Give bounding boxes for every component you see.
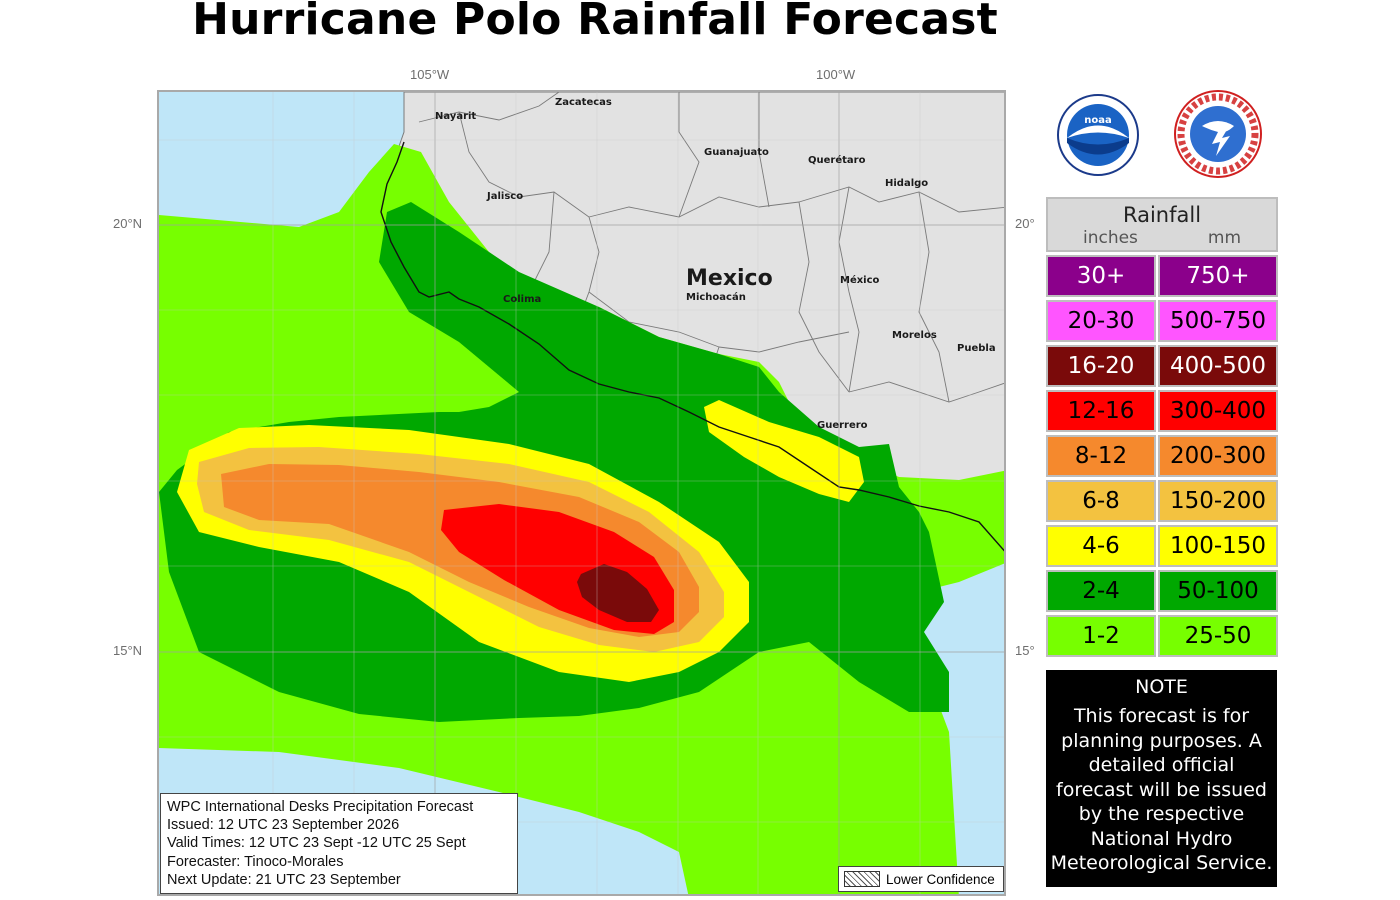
note-box: NOTE This forecast is for planning purpo…	[1046, 670, 1277, 887]
page-title: Hurricane Polo Rainfall Forecast	[192, 0, 998, 45]
legend-mm-cell: 100-150	[1158, 525, 1278, 567]
info-line-next-update: Next Update: 21 UTC 23 September	[167, 871, 401, 888]
info-line-forecaster: Forecaster: Tinoco-Morales	[167, 853, 344, 870]
forecast-info-box: WPC International Desks Precipitation Fo…	[160, 793, 518, 894]
nws-logo	[1174, 90, 1262, 178]
legend-inches-cell: 30+	[1046, 255, 1156, 297]
legend-inches-cell: 12-16	[1046, 390, 1156, 432]
rainfall-map	[157, 90, 1006, 896]
legend-unit-mm: mm	[1207, 228, 1242, 248]
legend-mm-cell: 50-100	[1158, 570, 1278, 612]
lower-confidence-label: Lower Confidence	[886, 871, 995, 887]
label-guerrero: Guerrero	[817, 420, 868, 431]
label-michoacan: Michoacán	[686, 292, 746, 303]
rainfall-legend: Rainfall inches mm 30+ 750+ 20-30 500-750 16…	[1046, 197, 1278, 657]
lat-label-20n-left: 20°N	[113, 216, 143, 231]
lat-label-15n-left: 15°N	[113, 643, 143, 658]
label-jalisco: Jalisco	[487, 191, 524, 202]
legend-inches-cell: 2-4	[1046, 570, 1156, 612]
note-body: This forecast is for planning purposes. …	[1050, 705, 1273, 874]
label-puebla: Puebla	[957, 343, 996, 354]
legend-mm-cell: 300-400	[1158, 390, 1278, 432]
legend-inches-cell: 1-2	[1046, 615, 1156, 657]
label-guanajuato: Guanajuato	[704, 147, 769, 158]
legend-unit-inches: inches	[1082, 228, 1138, 248]
note-heading: NOTE	[1135, 676, 1188, 698]
legend-inches-cell: 20-30	[1046, 300, 1156, 342]
label-colima: Colima	[503, 294, 542, 305]
label-nayarit: Nayarit	[435, 111, 477, 122]
label-queretaro: Querétaro	[808, 155, 866, 166]
legend-inches-cell: 4-6	[1046, 525, 1156, 567]
label-hidalgo: Hidalgo	[885, 178, 929, 189]
legend-row: 4-6 100-150	[1046, 525, 1278, 567]
legend-row: 12-16 300-400	[1046, 390, 1278, 432]
lon-label-100w: 100°W	[816, 67, 856, 82]
legend-row: 30+ 750+	[1046, 255, 1278, 297]
legend-mm-cell: 750+	[1158, 255, 1278, 297]
lon-label-105w: 105°W	[410, 67, 450, 82]
legend-row: 8-12 200-300	[1046, 435, 1278, 477]
legend-inches-cell: 6-8	[1046, 480, 1156, 522]
legend-mm-cell: 200-300	[1158, 435, 1278, 477]
info-line-title: WPC International Desks Precipitation Fo…	[167, 799, 474, 815]
legend-mm-cell: 150-200	[1158, 480, 1278, 522]
state-borders	[418, 92, 1004, 428]
legend-title: Rainfall	[1122, 203, 1202, 227]
legend-row: 20-30 500-750	[1046, 300, 1278, 342]
label-morelos: Morelos	[892, 330, 937, 341]
legend-mm-cell: 400-500	[1158, 345, 1278, 387]
label-mexico-country: Mexico	[686, 266, 773, 291]
info-line-issued: Issued: 12 UTC 23 September 2026	[167, 817, 400, 834]
info-line-valid: Valid Times: 12 UTC 23 Sept -12 UTC 25 S…	[167, 835, 466, 852]
graticule-minor	[159, 92, 1004, 894]
legend-row: 16-20 400-500	[1046, 345, 1278, 387]
legend-row: 6-8 150-200	[1046, 480, 1278, 522]
legend-row: 2-4 50-100	[1046, 570, 1278, 612]
noaa-logo: noaa	[1057, 94, 1139, 176]
lat-label-20n-right: 20°	[1015, 216, 1035, 231]
legend-row: 1-2 25-50	[1046, 615, 1278, 657]
label-mexico-state: México	[840, 275, 880, 286]
rain-zone-16-20	[577, 564, 659, 622]
lat-label-15n-right: 15°	[1015, 643, 1035, 658]
legend-header: Rainfall inches mm	[1046, 197, 1278, 252]
hatch-swatch	[844, 871, 880, 887]
legend-mm-cell: 25-50	[1158, 615, 1278, 657]
svg-text:noaa: noaa	[1084, 115, 1112, 126]
legend-inches-cell: 16-20	[1046, 345, 1156, 387]
legend-mm-cell: 500-750	[1158, 300, 1278, 342]
map-svg	[159, 92, 1004, 894]
coastline	[380, 141, 1004, 552]
legend-inches-cell: 8-12	[1046, 435, 1156, 477]
graticule	[159, 92, 1004, 894]
label-zacatecas: Zacatecas	[555, 97, 612, 108]
lower-confidence-key: Lower Confidence	[838, 866, 1004, 892]
